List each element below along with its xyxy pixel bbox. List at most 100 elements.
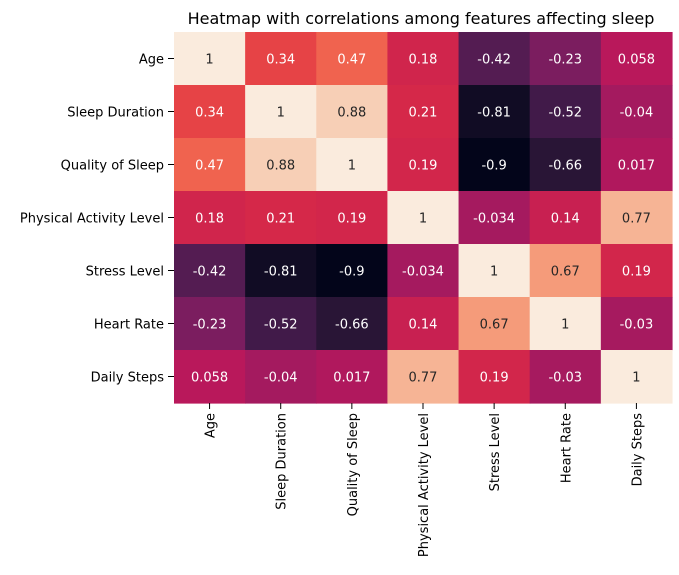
heatmap-cell — [529, 85, 602, 139]
cell-value-label: 0.77 — [409, 371, 438, 386]
cell-value-label: -0.66 — [548, 159, 582, 174]
heatmap-cell — [316, 297, 389, 351]
cell-value-label: -0.66 — [335, 318, 369, 333]
cell-value-label: -0.03 — [620, 318, 654, 333]
cell-value-label: -0.52 — [548, 106, 582, 121]
cell-value-label: 0.18 — [195, 212, 224, 227]
cell-value-label: 0.017 — [618, 159, 655, 174]
heatmap-cell — [316, 191, 389, 245]
heatmap-cell — [316, 85, 389, 139]
heatmap-cell — [529, 244, 602, 298]
heatmap-cell — [458, 191, 531, 245]
heatmap-cell — [174, 85, 246, 139]
x-tick-label: Heart Rate — [559, 413, 574, 483]
cell-value-label: 1 — [632, 371, 640, 386]
cell-value-label: -0.42 — [193, 265, 227, 280]
heatmap-cell — [245, 244, 317, 298]
cell-value-label: -0.9 — [481, 159, 506, 174]
cell-value-label: 0.19 — [337, 212, 366, 227]
heatmap-cell — [316, 350, 389, 404]
heatmap-cell — [600, 85, 673, 139]
y-tick-label: Quality of Sleep — [61, 159, 164, 174]
heatmap-cell — [174, 191, 246, 245]
cell-value-label: 0.67 — [480, 318, 509, 333]
heatmap-cell — [174, 138, 246, 192]
heatmap-cell — [387, 32, 460, 86]
cell-value-label: 0.058 — [618, 53, 655, 68]
heatmap-cell — [529, 32, 602, 86]
heatmap-cell — [245, 32, 317, 86]
cell-value-label: -0.23 — [193, 318, 227, 333]
y-tick-label: Stress Level — [86, 265, 164, 280]
y-tick-label: Physical Activity Level — [20, 212, 164, 227]
cell-value-label: -0.9 — [339, 265, 364, 280]
cell-value-label: -0.034 — [473, 212, 515, 227]
y-tick-label: Daily Steps — [91, 371, 165, 386]
heatmap-cell — [458, 244, 531, 298]
cell-value-label: 1 — [348, 159, 356, 174]
cell-value-label: 0.21 — [266, 212, 295, 227]
y-tick-label: Heart Rate — [94, 318, 164, 333]
heatmap-cell — [529, 350, 602, 404]
cell-value-label: -0.81 — [264, 265, 298, 280]
chart-title: Heatmap with correlations among features… — [188, 9, 655, 28]
cell-value-label: -0.04 — [264, 371, 298, 386]
cell-value-label: 0.67 — [551, 265, 580, 280]
heatmap-cell — [387, 191, 460, 245]
cell-value-label: 1 — [561, 318, 569, 333]
cell-value-label: 0.88 — [337, 106, 366, 121]
cell-value-label: -0.04 — [620, 106, 654, 121]
heatmap-cell — [245, 297, 317, 351]
heatmap-cell — [529, 297, 602, 351]
x-tick-label: Stress Level — [488, 413, 503, 491]
cell-value-label: 0.21 — [409, 106, 438, 121]
heatmap-cell — [387, 138, 460, 192]
heatmap-cell — [387, 85, 460, 139]
cell-value-label: 0.77 — [622, 212, 651, 227]
cell-value-label: 0.14 — [551, 212, 580, 227]
cell-value-label: 0.88 — [266, 159, 295, 174]
cell-value-label: -0.034 — [402, 265, 444, 280]
heatmap-cell — [458, 85, 531, 139]
x-tick-label: Age — [204, 413, 219, 438]
x-tick-label: Daily Steps — [630, 413, 645, 487]
heatmap-cell — [529, 191, 602, 245]
heatmap-cell — [245, 138, 317, 192]
cell-value-label: 0.058 — [191, 371, 228, 386]
cell-value-label: 0.47 — [337, 53, 366, 68]
heatmap-cell — [600, 191, 673, 245]
cell-value-label: 0.34 — [195, 106, 224, 121]
cell-value-label: 0.14 — [409, 318, 438, 333]
x-tick-label: Sleep Duration — [275, 413, 290, 510]
heatmap-cell — [245, 191, 317, 245]
heatmap-cell — [458, 138, 531, 192]
heatmap-cell — [245, 350, 317, 404]
heatmap-cell — [174, 297, 246, 351]
cell-value-label: -0.81 — [477, 106, 511, 121]
cell-value-label: 0.19 — [480, 371, 509, 386]
heatmap-cell — [600, 244, 673, 298]
heatmap-cell — [174, 350, 246, 404]
heatmap-cell — [245, 85, 317, 139]
heatmap-cell — [316, 244, 389, 298]
cell-value-label: 1 — [205, 53, 213, 68]
heatmap-cell — [458, 350, 531, 404]
heatmap-cell — [600, 138, 673, 192]
x-tick-label: Quality of Sleep — [346, 413, 361, 516]
heatmap-cell — [316, 32, 389, 86]
cell-value-label: 0.017 — [333, 371, 370, 386]
cell-value-label: 0.19 — [409, 159, 438, 174]
heatmap-cell — [387, 244, 460, 298]
cell-value-label: -0.42 — [477, 53, 511, 68]
cell-value-label: 1 — [277, 106, 285, 121]
heatmap-cell — [458, 297, 531, 351]
heatmap-cell — [600, 297, 673, 351]
heatmap-cell — [316, 138, 389, 192]
y-axis-ticks: Age Sleep Duration Quality of Sleep Physica… — [20, 53, 174, 386]
cell-value-label: 1 — [419, 212, 427, 227]
cell-value-label: 0.47 — [195, 159, 224, 174]
heatmap-cell — [387, 297, 460, 351]
heatmap-cell — [174, 32, 246, 86]
cell-value-label: -0.52 — [264, 318, 298, 333]
